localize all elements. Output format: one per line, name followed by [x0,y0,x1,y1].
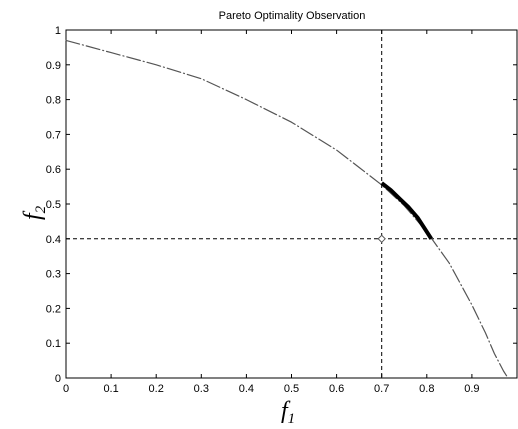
plot-area [65,29,518,379]
y-tick-label: 0.7 [46,129,61,141]
x-axis-label: f1 [281,398,295,427]
x-tick-label: 0.3 [194,383,209,395]
y-tick-label: 0.2 [46,303,61,315]
y-tick-label: 1 [55,25,61,37]
y-tick-label: 0.3 [46,269,61,281]
x-tick-label: 0.7 [374,383,389,395]
y-axis-label: f2 [20,205,49,220]
x-tick-label: 0.6 [329,383,344,395]
y-tick-label: 0.8 [46,95,61,107]
x-tick-label: 0.4 [239,383,254,395]
y-tick-label: 0.4 [46,234,61,246]
y-tick-label: 0.1 [46,338,61,350]
x-tick-label: 0.5 [284,383,299,395]
x-tick-label: 0.9 [464,383,479,395]
chart-title: Pareto Optimality Observation [219,10,366,22]
x-tick-label: 0.8 [419,383,434,395]
x-tick-label: 0.1 [103,383,118,395]
x-tick-label: 0.2 [149,383,164,395]
y-tick-label: 0 [55,373,61,385]
pareto-front-segment [380,181,433,240]
x-tick-label: 0 [63,383,69,395]
reference-point-marker [377,234,386,244]
y-tick-label: 0.9 [46,60,61,72]
y-tick-label: 0.6 [46,164,61,176]
y-tick-label: 0.5 [46,199,61,211]
